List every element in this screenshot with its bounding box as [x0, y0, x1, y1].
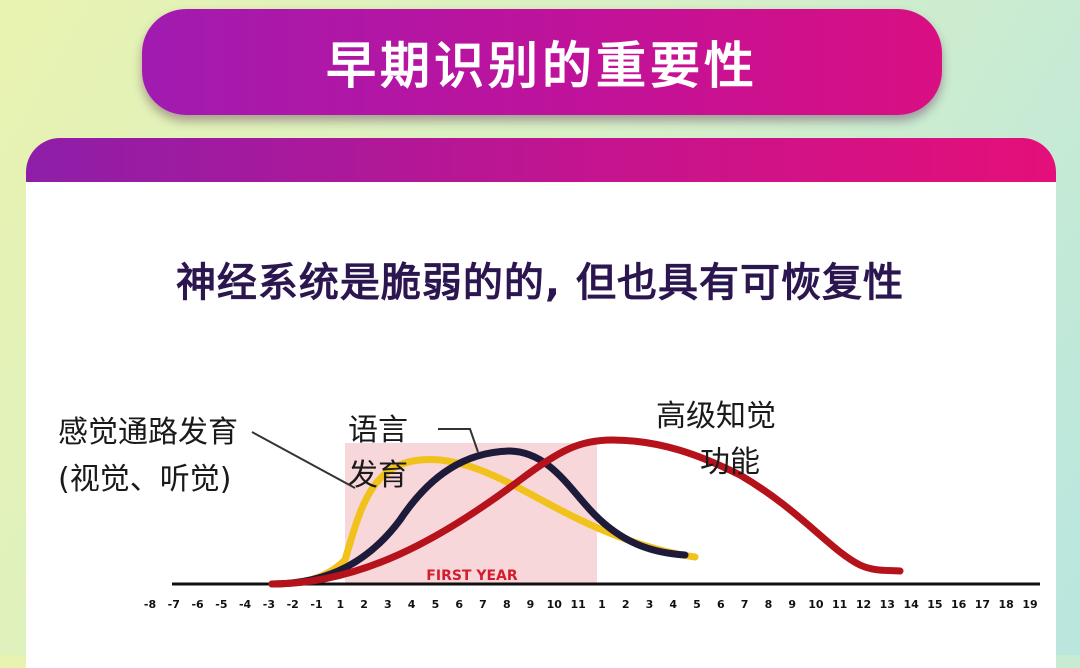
card-header-bar	[26, 138, 1056, 182]
tick-label: 6	[717, 598, 725, 611]
higher-function-curve	[268, 436, 904, 588]
tick-label: 10	[808, 598, 824, 611]
tick-label: 13	[880, 598, 895, 611]
language-label-line1: 语言	[348, 413, 408, 448]
first-year-label: FIRST YEAR	[426, 568, 518, 584]
tick-label: 5	[693, 598, 701, 611]
tick-label: 4	[408, 598, 416, 611]
tick-label: 2	[622, 598, 630, 611]
tick-label: 19	[1022, 598, 1037, 611]
tick-label: 8	[765, 598, 773, 611]
tick-label: 10	[547, 598, 563, 611]
tick-label: 2	[360, 598, 368, 611]
language-leader-line	[438, 428, 479, 453]
sensory-label-line2: (视觉、听觉)	[58, 462, 231, 497]
tick-label: 5	[432, 598, 440, 611]
tick-label: -5	[215, 598, 227, 611]
tick-label: 14	[903, 598, 919, 611]
tick-label: 1	[598, 598, 606, 611]
sensory-leader-line	[251, 431, 356, 489]
tick-label: 6	[455, 598, 463, 611]
tick-label: 15	[927, 598, 942, 611]
higher-function-label-line2: 功能	[700, 445, 760, 480]
language-label-line2: 发育	[348, 458, 408, 493]
tick-label: -2	[287, 598, 299, 611]
subtitle: 神经系统是脆弱的的, 但也具有可恢复性	[175, 260, 905, 306]
sensory-label-line1: 感觉通路发育	[58, 415, 238, 450]
tick-label: 8	[503, 598, 511, 611]
tick-label: -3	[263, 598, 275, 611]
tick-label: 9	[788, 598, 796, 611]
tick-label: 16	[951, 598, 967, 611]
tick-label: -1	[310, 598, 322, 611]
tick-label: 9	[527, 598, 535, 611]
tick-label: -6	[191, 598, 204, 611]
tick-label: 17	[975, 598, 990, 611]
title-banner: 早期识别的重要性	[142, 9, 942, 115]
tick-label: 12	[856, 598, 871, 611]
tick-label: -7	[168, 598, 180, 611]
tick-label: 7	[741, 598, 749, 611]
tick-label: 18	[999, 598, 1014, 611]
tick-label: 11	[832, 598, 847, 611]
tick-label: 11	[570, 598, 585, 611]
page-title: 早期识别的重要性	[326, 37, 758, 95]
tick-label: -4	[239, 598, 252, 611]
higher-function-label-line1: 高级知觉	[656, 399, 776, 434]
tick-label: 7	[479, 598, 487, 611]
language-curve	[268, 447, 689, 588]
tick-label: 1	[336, 598, 344, 611]
tick-label: 4	[669, 598, 677, 611]
tick-labels: -8 -7 -6 -5 -4 -3 -2 -1 1 2 3 4 5 6 7 8 9 10 11 1 2 3 4 5 6 7 8 9 10…	[144, 598, 1038, 611]
tick-label: 3	[646, 598, 654, 611]
tick-label: 3	[384, 598, 392, 611]
tick-label: -8	[144, 598, 156, 611]
